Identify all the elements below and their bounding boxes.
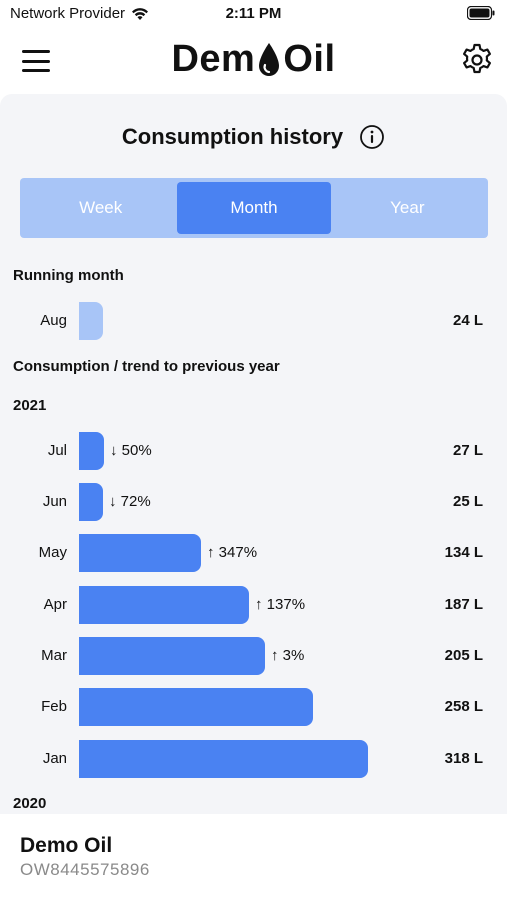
card-header: Consumption history xyxy=(0,124,507,150)
year-label-2021: 2021 xyxy=(13,397,47,414)
month-label: Aug xyxy=(40,312,67,329)
consumption-value: 187 L xyxy=(444,596,483,613)
menu-button[interactable] xyxy=(20,48,52,74)
app-logo: Dem Oil xyxy=(0,38,507,81)
info-icon[interactable] xyxy=(359,124,385,150)
month-row: Jan 318 L xyxy=(0,739,507,779)
trend-label: ↓ 50% xyxy=(110,442,152,459)
hamburger-icon-line xyxy=(22,50,50,53)
carrier-name: Network Provider xyxy=(10,5,126,22)
consumption-bar xyxy=(79,534,201,572)
running-month-label: Running month xyxy=(13,267,124,284)
month-row: Jun ↓ 72% 25 L xyxy=(0,482,507,522)
period-selector: Week Month Year xyxy=(20,178,488,238)
consumption-bar xyxy=(79,740,368,778)
month-label: May xyxy=(38,544,67,561)
consumption-value: 258 L xyxy=(444,698,483,715)
consumption-value: 25 L xyxy=(452,493,483,510)
month-row: Feb 258 L xyxy=(0,687,507,727)
consumption-bar xyxy=(79,432,104,470)
consumption-bar xyxy=(79,688,313,726)
trend-label: ↑ 3% xyxy=(271,647,305,664)
tab-week[interactable]: Week xyxy=(79,198,123,217)
month-row: Jul ↓ 50% 27 L xyxy=(0,431,507,471)
month-label: Feb xyxy=(41,698,67,715)
trend-label: ↑ 347% xyxy=(207,544,258,561)
battery-icon xyxy=(466,5,495,25)
logo-text-right: Oil xyxy=(283,38,336,80)
consumption-bar xyxy=(79,637,265,675)
account-name: Demo Oil xyxy=(20,834,113,857)
month-label: Jul xyxy=(47,442,67,459)
wifi-icon xyxy=(132,7,149,20)
account-id: OW8445575896 xyxy=(20,860,150,879)
account-footer[interactable]: Demo Oil OW8445575896 xyxy=(0,814,507,900)
consumption-value: 205 L xyxy=(444,647,483,664)
clock: 2:11 PM xyxy=(225,5,282,22)
nav-bar: Dem Oil xyxy=(0,30,507,92)
consumption-value: 27 L xyxy=(452,442,483,459)
month-row: May ↑ 347% 134 L xyxy=(0,533,507,573)
tab-year[interactable]: Year xyxy=(390,198,425,217)
consumption-bar xyxy=(79,483,103,521)
tab-month[interactable]: Month xyxy=(177,182,331,234)
page-title: Consumption history xyxy=(121,124,344,149)
carrier-info: Network Provider xyxy=(10,5,149,22)
consumption-bar xyxy=(79,302,103,340)
consumption-bar xyxy=(79,586,249,624)
consumption-card: Consumption history Week Month Year Runn… xyxy=(0,94,507,814)
trend-label: ↑ 137% xyxy=(255,596,306,613)
month-label: Apr xyxy=(43,596,67,613)
consumption-value: 24 L xyxy=(452,312,483,329)
month-label: Mar xyxy=(41,647,67,664)
consumption-value: 318 L xyxy=(444,750,483,767)
consumption-value: 134 L xyxy=(444,544,483,561)
trend-label: ↓ 72% xyxy=(109,493,151,510)
month-row: Apr ↑ 137% 187 L xyxy=(0,585,507,625)
year-label-2020: 2020 xyxy=(13,795,47,812)
logo-text-left: Dem xyxy=(171,38,256,80)
status-bar: Network Provider 2:11 PM xyxy=(0,0,507,30)
hamburger-icon-line xyxy=(22,69,50,72)
running-month-row: Aug 24 L xyxy=(0,301,507,341)
oil-drop-icon xyxy=(259,42,280,76)
month-label: Jun xyxy=(42,493,67,510)
month-label: Jan xyxy=(42,750,67,767)
hamburger-icon-line xyxy=(22,59,50,63)
month-row: Mar ↑ 3% 205 L xyxy=(0,636,507,676)
settings-gear-icon[interactable] xyxy=(459,42,495,78)
trend-section-label: Consumption / trend to previous year xyxy=(13,358,280,375)
